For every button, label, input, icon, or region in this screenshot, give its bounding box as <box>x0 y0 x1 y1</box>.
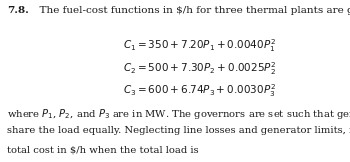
Text: where $P_1$, $P_2$, and $P_3$ are in MW. The governors are set such that generat: where $P_1$, $P_2$, and $P_3$ are in MW.… <box>7 107 350 121</box>
Text: $C_3 = 600 + 6.74P_3 + 0.0030P_3^2$: $C_3 = 600 + 6.74P_3 + 0.0030P_3^2$ <box>123 83 276 99</box>
Text: 7.8.: 7.8. <box>7 6 29 16</box>
Text: share the load equally. Neglecting line losses and generator limits, find the: share the load equally. Neglecting line … <box>7 126 350 135</box>
Text: $C_2 = 500 + 7.30P_2 + 0.0025P_2^2$: $C_2 = 500 + 7.30P_2 + 0.0025P_2^2$ <box>123 60 276 77</box>
Text: $C_1 = 350 + 7.20P_1 + 0.0040P_1^2$: $C_1 = 350 + 7.20P_1 + 0.0040P_1^2$ <box>123 37 276 54</box>
Text: total cost in $/h when the total load is: total cost in $/h when the total load is <box>7 146 199 155</box>
Text: The fuel-cost functions in $/h for three thermal plants are given by: The fuel-cost functions in $/h for three… <box>33 6 350 16</box>
